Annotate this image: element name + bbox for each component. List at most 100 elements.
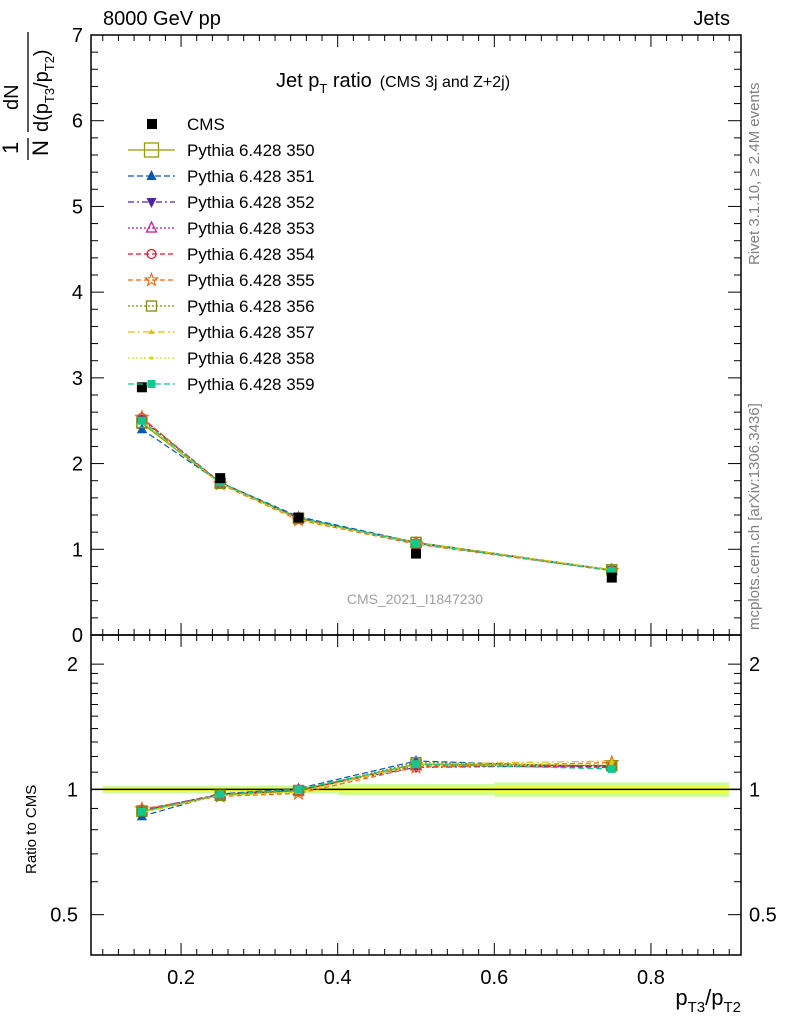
chart-title: Jet pT ratio (CMS 3j and Z+2j) xyxy=(276,70,510,96)
legend-label: CMS xyxy=(187,115,225,134)
legend-entry: Pythia 6.428 355 xyxy=(128,271,315,290)
header-left: 8000 GeV pp xyxy=(103,8,221,30)
data-point xyxy=(607,764,616,773)
series-line xyxy=(141,421,612,571)
data-point xyxy=(147,380,156,388)
data-point xyxy=(294,785,303,794)
legend-entry: Pythia 6.428 359 xyxy=(128,375,315,394)
legend-label: Pythia 6.428 356 xyxy=(187,297,315,316)
series-line xyxy=(141,421,612,571)
ratio-series-group xyxy=(134,754,620,821)
y-tick-label: 4 xyxy=(72,282,83,304)
ratio-series-359 xyxy=(137,760,616,816)
y-tick-label: 0 xyxy=(72,625,83,647)
legend-entry: Pythia 6.428 354 xyxy=(128,245,315,264)
legend-marker xyxy=(147,119,157,129)
legend-label: Pythia 6.428 355 xyxy=(187,271,315,290)
series-354 xyxy=(136,413,617,576)
svg-text:N: N xyxy=(28,140,53,156)
main-y-ticks xyxy=(91,34,741,636)
legend-label: Pythia 6.428 354 xyxy=(187,245,315,264)
legend-entry: Pythia 6.428 356 xyxy=(128,297,315,316)
main-y-axis-label: 1 NdN d(pT3/pT2) xyxy=(0,32,57,160)
series-350 xyxy=(136,417,618,576)
series-line xyxy=(141,418,612,571)
y-tick-label: 2 xyxy=(72,454,83,476)
ratio-y-ticks xyxy=(91,663,741,916)
header-right: Jets xyxy=(693,8,730,30)
data-point xyxy=(136,423,147,434)
ratio-y-tick-label-right: 0.5 xyxy=(749,905,777,927)
legend-label: Pythia 6.428 359 xyxy=(187,375,315,394)
y-tick-label: 6 xyxy=(72,111,83,133)
series-line xyxy=(141,421,612,571)
cms-point xyxy=(293,512,304,523)
cms-point xyxy=(215,473,226,484)
cms-point xyxy=(411,548,421,559)
series-line xyxy=(141,417,612,572)
series-355 xyxy=(134,409,620,578)
legend-entry: Pythia 6.428 352 xyxy=(128,193,315,212)
ratio-series-line xyxy=(141,765,612,811)
y-tick-label: 7 xyxy=(72,25,83,47)
ratio-y-tick-label: 0.5 xyxy=(50,905,78,927)
data-point xyxy=(412,760,420,769)
data-point xyxy=(148,329,155,334)
series-line xyxy=(141,428,612,571)
ratio-y-tick-label-right: 2 xyxy=(749,654,760,676)
cms-data-points xyxy=(136,382,617,583)
series-358 xyxy=(140,419,614,572)
legend-label: Pythia 6.428 350 xyxy=(187,141,315,160)
series-353 xyxy=(135,410,618,575)
legend-label: Pythia 6.428 351 xyxy=(187,167,315,186)
legend-entry: Pythia 6.428 350 xyxy=(128,141,315,160)
data-point xyxy=(146,248,157,260)
y-tick-label: 1 xyxy=(72,539,83,561)
x-tick-label: 0.4 xyxy=(324,967,352,989)
series-357 xyxy=(138,418,615,572)
ratio-y-tick-label: 2 xyxy=(67,654,78,676)
data-point xyxy=(149,356,154,360)
data-point xyxy=(412,539,420,548)
series-351 xyxy=(136,423,617,574)
x-tick-label: 0.8 xyxy=(637,967,665,989)
cms-point xyxy=(136,382,147,393)
legend-entry: Pythia 6.428 351 xyxy=(128,167,315,186)
x-axis-label: pT3/pT2 xyxy=(675,985,741,1016)
data-point xyxy=(137,807,146,816)
legend-entry: Pythia 6.428 353 xyxy=(128,219,315,238)
legend: CMS Pythia 6.428 350 Pythia 6.428 351 Pythi… xyxy=(128,115,315,394)
series-line xyxy=(141,422,612,571)
y-tick-label: 5 xyxy=(72,196,83,218)
legend-entry: Pythia 6.428 358 xyxy=(128,349,315,368)
data-point xyxy=(146,170,157,180)
svg-text:d(pT3/pT2): d(pT3/pT2) xyxy=(31,49,57,132)
series-356 xyxy=(136,416,618,576)
svg-text:1: 1 xyxy=(0,142,23,154)
x-ticks xyxy=(102,35,730,955)
data-point xyxy=(137,416,146,425)
series-352 xyxy=(136,415,617,576)
main-series-group xyxy=(134,409,620,578)
legend-label: Pythia 6.428 358 xyxy=(187,349,315,368)
data-point xyxy=(145,300,158,312)
legend-label: Pythia 6.428 353 xyxy=(187,219,315,238)
y-tick-label: 3 xyxy=(72,368,83,390)
analysis-watermark: CMS_2021_I1847230 xyxy=(347,591,483,607)
cms-point xyxy=(606,572,617,583)
legend-entry: Pythia 6.428 357 xyxy=(128,323,315,342)
data-point xyxy=(216,790,225,799)
ratio-y-tick-label: 1 xyxy=(67,779,78,801)
data-point xyxy=(608,758,615,764)
legend-entry: CMS xyxy=(147,115,225,134)
data-point xyxy=(146,198,157,208)
series-line xyxy=(141,417,612,571)
x-tick-label: 0.6 xyxy=(480,967,508,989)
data-point xyxy=(607,566,616,575)
legend-label: Pythia 6.428 357 xyxy=(187,323,315,342)
series-line xyxy=(141,420,612,572)
ratio-y-tick-label-right: 1 xyxy=(749,779,760,801)
series-359 xyxy=(137,416,616,575)
svg-text:dN: dN xyxy=(1,84,23,110)
